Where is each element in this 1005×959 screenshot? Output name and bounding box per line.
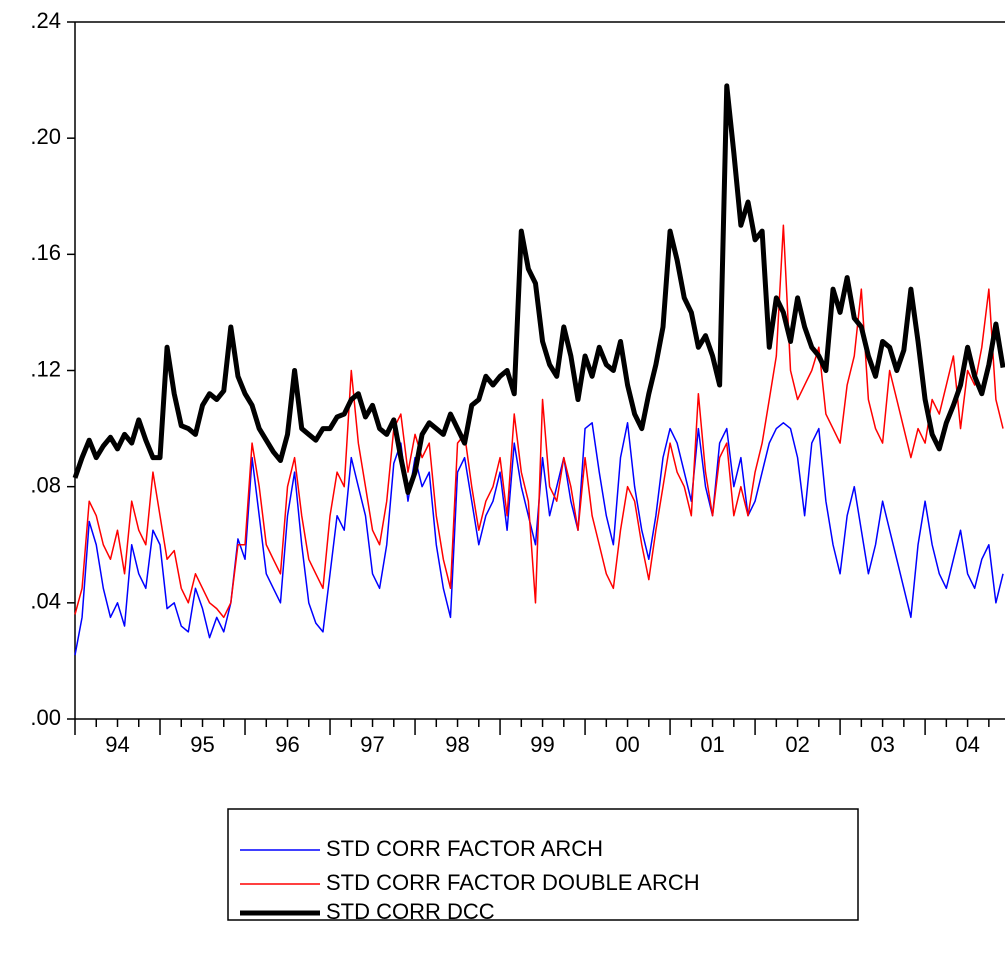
x-tick-label: 94 <box>105 732 129 757</box>
x-tick-label: 96 <box>275 732 299 757</box>
y-tick-label: .24 <box>30 8 61 33</box>
x-tick-label: 00 <box>615 732 639 757</box>
y-tick-label: .20 <box>30 124 61 149</box>
legend-label: STD CORR DCC <box>326 899 495 924</box>
x-tick-label: 95 <box>190 732 214 757</box>
x-tick-label: 01 <box>700 732 724 757</box>
legend-label: STD CORR FACTOR ARCH <box>326 836 603 861</box>
series-line <box>74 224 1004 619</box>
y-tick-label: .12 <box>30 356 61 381</box>
y-tick-label: .04 <box>30 589 61 614</box>
legend-label: STD CORR FACTOR DOUBLE ARCH <box>326 870 700 895</box>
y-tick-label: .16 <box>30 240 61 265</box>
x-tick-label: 03 <box>870 732 894 757</box>
x-tick-label: 04 <box>955 732 979 757</box>
y-tick-label: .08 <box>30 472 61 497</box>
y-tick-label: .00 <box>30 705 61 730</box>
series-line <box>74 422 1004 656</box>
x-tick-label: 02 <box>785 732 809 757</box>
x-tick-label: 99 <box>530 732 554 757</box>
x-tick-label: 98 <box>445 732 469 757</box>
x-tick-label: 97 <box>360 732 384 757</box>
series-line <box>72 83 1005 495</box>
legend-box <box>227 808 859 921</box>
